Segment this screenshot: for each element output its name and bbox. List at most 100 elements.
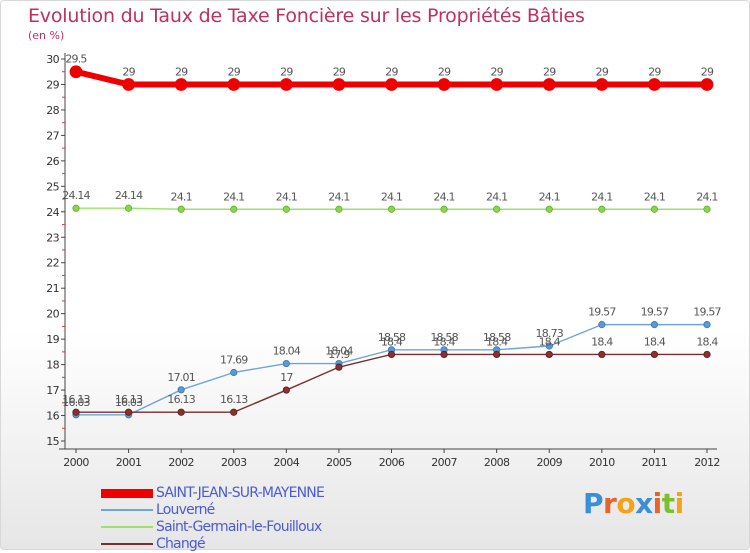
series-2-point [230,368,238,377]
series-3-data-label: 24.1 [171,190,192,203]
series-4-point [440,350,448,359]
series-4-data-label: 17 [280,371,293,384]
y-tick-label: 18 [46,359,59,372]
series-4-point [493,350,501,359]
x-tick-label: 2002 [168,456,194,469]
series-3-data-label: 24.1 [433,190,454,203]
logo-letter: P [583,487,604,520]
series-3-data-label: 24.1 [539,190,560,203]
series-1-point [69,65,83,79]
series-3-point [598,205,606,213]
series-4-data-label: 16.13 [115,393,143,406]
series-2-data-label: 19.57 [588,306,616,319]
series-3-data-label: 24.1 [223,190,244,203]
series-3-data-label: 24.14 [115,189,143,202]
y-tick-label: 17 [46,384,59,397]
series-3-point [545,205,553,213]
series-4-data-label: 18.4 [644,335,666,348]
series-3-data-label: 24.1 [328,190,349,203]
series-2-point [545,342,553,350]
series-2-data-label: 19.57 [693,306,721,319]
series-3-point [440,205,448,213]
series-3-point [72,204,80,212]
series-1-point [437,78,451,91]
series-4-point [177,408,185,416]
series-1-point [648,78,661,91]
legend-swatch [101,509,153,511]
y-tick-label: 20 [46,308,59,321]
series-4-point [545,350,553,359]
series-2-point [650,321,659,329]
series-4-data-label: 18.4 [433,335,455,348]
y-tick-label: 21 [46,282,59,295]
logo-letter: t [661,487,675,520]
series-1-point [385,78,398,91]
x-tick-label: 2001 [116,456,142,469]
legend-label: Saint-Germain-le-Fouilloux [156,519,322,535]
series-2-data-label: 19.57 [641,306,669,319]
series-4-point [650,350,659,359]
series-4-point [598,350,606,359]
series-2-data-label: 17.01 [167,371,195,384]
y-tick-label: 22 [46,257,59,270]
series-1-data-label: 29 [438,65,451,78]
x-tick-label: 2008 [484,456,510,469]
series-1-data-label: 29 [385,65,398,78]
logo-letter: o [616,487,636,520]
series-1-point [542,78,556,91]
logo-letter: x [635,487,653,520]
series-1-data-label: 29 [490,65,503,78]
series-4-point [72,408,80,416]
series-3-data-label: 24.1 [591,190,612,203]
series-2-data-label: 18.58 [483,331,511,344]
series-2-data-label: 18.73 [536,327,564,340]
series-1-point [332,78,346,91]
y-tick-label: 15 [46,435,59,448]
y-tick-label: 28 [46,104,59,117]
x-tick-label: 2012 [694,456,720,469]
x-tick-label: 2005 [326,456,352,469]
series-3-data-label: 24.1 [696,190,717,203]
series-4-data-label: 18.4 [486,335,508,348]
legend-label: Louverné [156,502,215,518]
series-1-data-label: 29 [175,65,188,78]
series-1-point [227,78,241,91]
series-4-data-label: 18.4 [591,335,613,348]
series-1-data-label: 29 [596,65,609,78]
series-2-data-label: 18.58 [430,331,458,344]
y-tick-label: 19 [46,333,59,346]
series-4-data-label: 16.13 [167,393,195,406]
series-2-data-label: 17.69 [220,353,248,366]
y-tick-label: 23 [46,231,59,244]
series-1-data-label: 29 [280,65,293,78]
x-tick-label: 2010 [589,456,615,469]
series-1-data-label: 29 [122,65,135,78]
x-tick-label: 2003 [221,456,247,469]
series-3-data-label: 24.1 [276,190,297,203]
series-1-point [122,78,135,91]
y-tick-label: 25 [46,180,59,193]
y-tick-label: 27 [46,129,59,142]
series-1-point [279,78,293,91]
series-1-data-label: 29 [648,65,661,78]
series-1-point [595,78,609,91]
series-4-point [387,350,396,359]
logo-letter: i [652,487,663,520]
series-2-data-label: 18.04 [273,345,301,358]
series-2-data-label: 18.58 [378,331,406,344]
legend-label: Changé [156,536,206,552]
x-tick-label: 2011 [642,456,668,469]
series-1-data-label: 29 [543,65,556,78]
series-4-data-label: 18.4 [696,335,718,348]
x-tick-label: 2004 [274,456,300,469]
series-3-point [335,205,343,213]
series-4-point [703,350,711,359]
legend-swatch [101,543,153,545]
series-3-point [282,205,290,213]
logo-letter: r [603,487,617,520]
series-4-data-label: 17.9 [328,348,350,361]
series-3-point [703,205,711,213]
x-tick-label: 2007 [431,456,457,469]
